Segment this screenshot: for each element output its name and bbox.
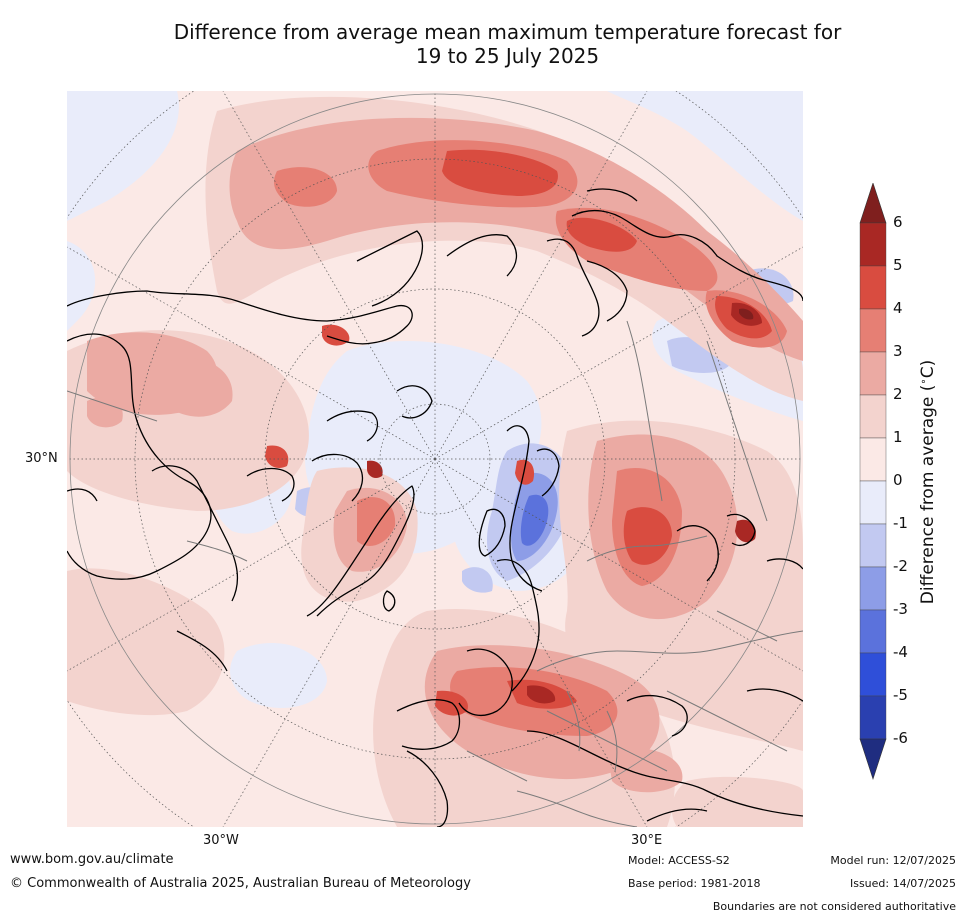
colorbar-segment xyxy=(859,308,887,353)
title-line-1: Difference from average mean maximum tem… xyxy=(173,20,842,44)
colorbar-segment xyxy=(859,351,887,396)
forecast-map xyxy=(67,91,803,827)
colorbar-segment xyxy=(859,695,887,740)
colorbar-under-triangle xyxy=(859,738,887,780)
colorbar-tick-label: -2 xyxy=(893,557,908,575)
coastlines xyxy=(67,188,803,827)
footer-copyright: © Commonwealth of Australia 2025, Austra… xyxy=(10,876,471,891)
colorbar-tick-label: -6 xyxy=(893,729,908,747)
colorbar-tick-label: 2 xyxy=(893,385,903,403)
footer-issued: Issued: 14/07/2025 xyxy=(849,877,956,890)
colorbar-segment xyxy=(859,566,887,611)
colorbar-segment xyxy=(859,523,887,568)
country-borders xyxy=(67,320,803,827)
title-line-2: 19 to 25 July 2025 xyxy=(415,44,600,68)
colorbar-segment xyxy=(859,437,887,482)
map-svg xyxy=(67,91,803,827)
anomaly-5-plus xyxy=(367,302,762,704)
longitude-label-30e: 30°E xyxy=(631,833,663,848)
colorbar-label-unit: C) xyxy=(918,359,938,379)
colorbar-segment xyxy=(859,480,887,525)
colorbar-over-triangle xyxy=(859,182,887,224)
latitude-label-30n: 30°N xyxy=(25,451,58,466)
colorbar-segment xyxy=(859,394,887,439)
colorbar xyxy=(858,182,888,787)
colorbar-tick-label: 5 xyxy=(893,256,903,274)
colorbar-tick-label: -1 xyxy=(893,514,908,532)
map-title: Difference from average mean maximum tem… xyxy=(0,20,965,68)
graticule xyxy=(67,91,803,827)
colorbar-label-degree: ∘ xyxy=(918,378,930,385)
footer-base-period: Base period: 1981-2018 xyxy=(628,877,761,890)
colorbar-label-text: Difference from average ( xyxy=(918,384,938,605)
colorbar-svg xyxy=(859,182,887,780)
footer-disclaimer: Boundaries are not considered authoritat… xyxy=(712,900,956,913)
longitude-label-30w: 30°W xyxy=(203,833,239,848)
footer-model-run: Model run: 12/07/2025 xyxy=(830,854,956,867)
colorbar-segment xyxy=(859,609,887,654)
colorbar-label: Difference from average (∘C) xyxy=(918,360,938,604)
colorbar-tick-label: 0 xyxy=(893,471,903,489)
colorbar-tick-label: -5 xyxy=(893,686,908,704)
colorbar-tick-label: 3 xyxy=(893,342,903,360)
colorbar-segment xyxy=(859,222,887,267)
colorbar-tick-label: 4 xyxy=(893,299,903,317)
colorbar-segment xyxy=(859,265,887,310)
colorbar-tick-label: -4 xyxy=(893,643,908,661)
footer-site-link[interactable]: www.bom.gov.au/climate xyxy=(10,852,174,867)
footer-model: Model: ACCESS-S2 xyxy=(628,854,730,867)
colorbar-tick-label: -3 xyxy=(893,600,908,618)
colorbar-tick-label: 6 xyxy=(893,213,903,231)
colorbar-segment xyxy=(859,652,887,697)
outer-latitude-circle xyxy=(69,93,801,825)
colorbar-tick-label: 1 xyxy=(893,428,903,446)
